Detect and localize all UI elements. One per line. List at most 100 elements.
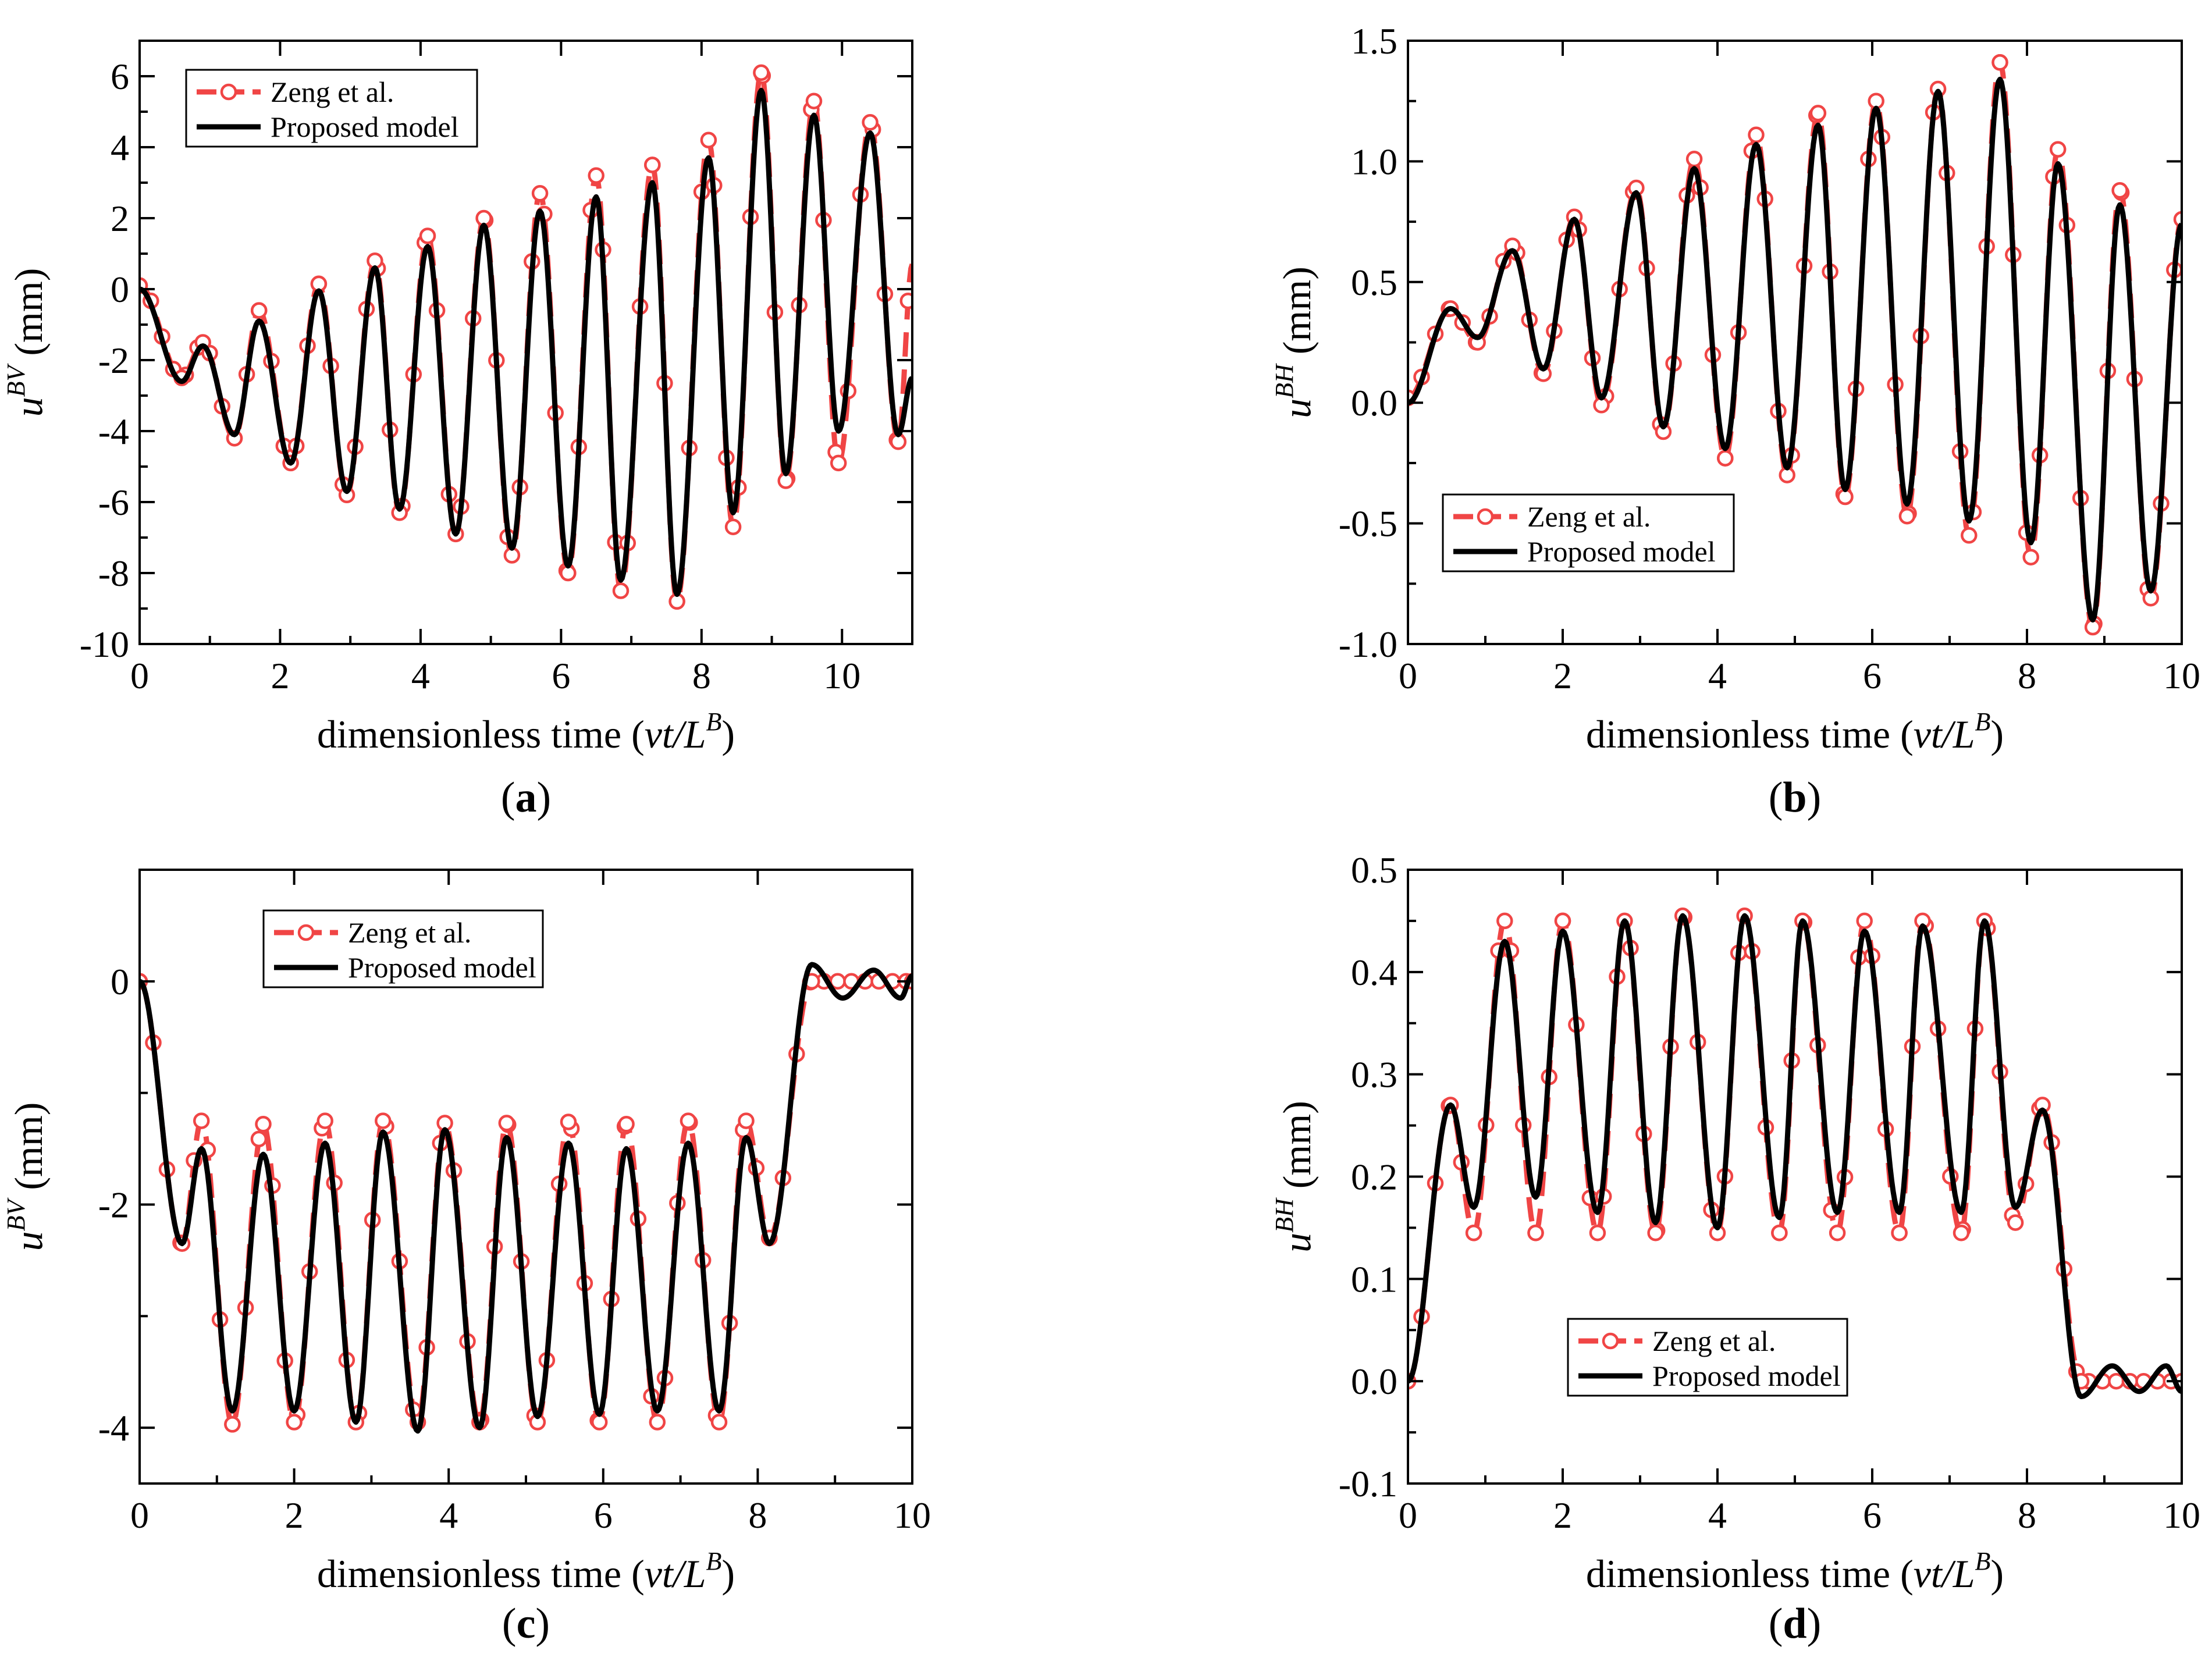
x-tick-label: 8: [2018, 655, 2036, 696]
legend: Zeng et al.Proposed model: [1442, 493, 1735, 572]
chart-panel-d: 0 2 4 6 8 10 -0.1 0.0 0.1 0.2 0.3 0.4 0.5 dimensionle…: [1270, 849, 2200, 1648]
x-tick-label: 8: [2018, 1495, 2036, 1536]
series-point-zeng: [753, 64, 770, 81]
x-tick-label: 10: [823, 655, 860, 696]
series-point-zeng: [250, 1130, 268, 1148]
y-tick-label: 1.5: [1351, 20, 1397, 62]
legend-label-proposed: Proposed model: [348, 951, 536, 984]
panel-caption: (d): [1769, 1600, 1821, 1648]
y-tick-label: -0.1: [1339, 1463, 1397, 1504]
x-tick-label: 8: [692, 655, 711, 696]
y-tick-label: -6: [98, 482, 129, 523]
x-axis-label: dimensionless time (vt/LB): [1586, 707, 2004, 756]
chart-panel-b: 0 2 4 6 8 10 -1.0 -0.5 0.0 0.5 1.0 1.5 dimensionless…: [1270, 20, 2200, 821]
y-tick-label: 0: [111, 269, 129, 310]
series-line-proposed: [140, 962, 912, 1434]
series-point-zeng: [644, 156, 661, 173]
legend: Zeng et al.Proposed model: [262, 909, 544, 988]
series-point-zeng: [1961, 527, 1978, 544]
legend-label-zeng: Zeng et al.: [348, 916, 471, 949]
x-tick-label: 0: [130, 655, 149, 696]
x-tick-label: 2: [271, 655, 289, 696]
legend-box: [1442, 493, 1735, 572]
x-tick-label: 0: [130, 1495, 149, 1536]
y-tick-label: -2: [98, 340, 129, 381]
x-tick-label: 10: [894, 1495, 931, 1536]
legend-label-zeng: Zeng et al.: [1527, 500, 1651, 533]
series-point-zeng: [419, 227, 436, 244]
series-point-zeng: [1891, 1224, 1908, 1241]
chart-panel-c: 0 2 4 6 8 10 -4 -2 0 dimensionless time (vt/LB) uB…: [2, 869, 931, 1648]
series-point-zeng: [531, 185, 549, 202]
series-point-zeng: [1991, 54, 2008, 71]
x-axis-label: dimensionless time (vt/LB): [317, 707, 735, 756]
series-point-zeng: [1809, 105, 1827, 122]
y-axis-label: uBH (mm): [1270, 266, 1319, 418]
x-tick-label: 6: [1863, 1495, 1882, 1536]
x-tick-label: 4: [439, 1495, 458, 1536]
y-axis-label: uBV (mm): [2, 1102, 51, 1251]
series-point-zeng: [1527, 1224, 1544, 1241]
series-point-zeng: [899, 292, 912, 310]
series-point-zeng: [738, 1112, 755, 1129]
series-point-zeng: [1589, 1224, 1606, 1241]
y-tick-label: 0.0: [1351, 382, 1397, 424]
panel-caption: (c): [502, 1600, 550, 1648]
legend-marker-zeng: [220, 83, 237, 101]
series-point-zeng: [375, 1112, 392, 1129]
y-tick-label: 0: [111, 961, 129, 1002]
x-axis-label: dimensionless time (vt/LB): [1586, 1547, 2004, 1596]
y-tick-label: 0.5: [1351, 849, 1397, 891]
panel-caption: (b): [1769, 774, 1821, 821]
series-point-zeng: [2049, 141, 2067, 158]
series-point-zeng: [1953, 1224, 1970, 1241]
series-point-zeng: [1856, 912, 1873, 930]
series-point-zeng: [286, 1414, 303, 1431]
series-point-zeng: [612, 582, 630, 599]
series-point-zeng: [2111, 182, 2128, 199]
legend-box: [1567, 1318, 1848, 1397]
plot-area: [1408, 907, 2182, 1399]
series-point-zeng: [316, 1112, 333, 1129]
series-line-proposed: [1408, 76, 2182, 622]
series-point-zeng: [830, 454, 847, 472]
x-axis-label: dimensionless time (vt/LB): [317, 1547, 735, 1596]
y-tick-label: -8: [98, 553, 129, 594]
series-point-zeng: [700, 131, 717, 149]
y-tick-label: -2: [98, 1184, 129, 1225]
series-point-zeng: [618, 1116, 635, 1133]
series-point-zeng: [649, 1414, 666, 1431]
panel-caption: (a): [501, 774, 551, 821]
legend-marker-zeng: [1602, 1332, 1619, 1350]
x-tick-label: 10: [2163, 1495, 2200, 1536]
y-tick-label: 0.2: [1351, 1157, 1397, 1198]
series-point-zeng: [1465, 1224, 1482, 1241]
y-tick-label: 2: [111, 198, 129, 239]
legend-label-proposed: Proposed model: [271, 111, 459, 143]
series-point-zeng: [805, 93, 823, 109]
series-point-zeng: [710, 1414, 728, 1431]
series-point-zeng: [588, 167, 604, 184]
legend-box: [262, 909, 544, 988]
x-tick-label: 0: [1399, 655, 1417, 696]
legend-marker-zeng: [297, 924, 315, 941]
series-point-zeng: [1685, 151, 1703, 168]
series-point-zeng: [560, 1114, 577, 1130]
y-tick-label: 0.0: [1351, 1361, 1397, 1402]
series-point-zeng: [2007, 1214, 2024, 1231]
y-tick-label: -0.5: [1339, 503, 1397, 545]
series-point-zeng: [1496, 912, 1513, 930]
y-tick-label: 0.4: [1351, 952, 1397, 993]
x-tick-label: 8: [748, 1495, 767, 1536]
series-point-zeng: [1771, 1224, 1788, 1241]
series-point-zeng: [680, 1112, 697, 1129]
series-line-proposed: [1408, 913, 2182, 1399]
axes-frame: [138, 40, 913, 645]
series-point-zeng: [2173, 211, 2182, 228]
y-tick-label: 0.5: [1351, 262, 1397, 303]
series-point-zeng: [591, 1414, 608, 1431]
x-tick-label: 4: [1708, 655, 1727, 696]
y-tick-label: 4: [111, 127, 129, 168]
x-tick-label: 6: [594, 1495, 613, 1536]
y-axis-label: uBH (mm): [1270, 1101, 1319, 1253]
